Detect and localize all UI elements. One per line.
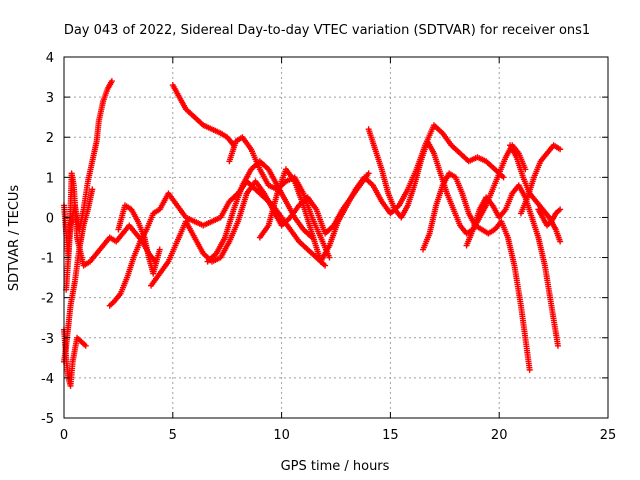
x-axis-label: GPS time / hours bbox=[281, 459, 390, 474]
data-series bbox=[420, 170, 533, 373]
y-axis-label: SDTVAR / TECUs bbox=[7, 185, 22, 292]
data-point bbox=[322, 262, 329, 269]
x-tick-label: 20 bbox=[491, 428, 508, 443]
x-tick-label: 25 bbox=[600, 428, 617, 443]
data-series bbox=[204, 158, 316, 265]
x-tick-label: 5 bbox=[169, 428, 177, 443]
data-series bbox=[517, 142, 564, 217]
data-series bbox=[169, 82, 237, 149]
y-tick-label: -1 bbox=[41, 252, 54, 267]
axes bbox=[63, 56, 609, 419]
x-tick-label: 10 bbox=[273, 428, 290, 443]
y-tick-label: -4 bbox=[41, 372, 54, 387]
y-tick-label: -5 bbox=[41, 412, 54, 427]
data-point bbox=[156, 246, 163, 253]
data-point bbox=[526, 366, 533, 373]
y-tick-label: 3 bbox=[46, 91, 54, 106]
data-point bbox=[108, 78, 115, 85]
y-tick-label: -3 bbox=[41, 332, 54, 347]
y-tick-label: 1 bbox=[46, 171, 54, 186]
y-tick-label: 2 bbox=[46, 131, 54, 146]
data-point bbox=[326, 254, 333, 261]
data-point bbox=[82, 342, 89, 349]
data-point bbox=[500, 174, 507, 181]
y-tick-label: -2 bbox=[41, 292, 54, 307]
x-tick-label: 0 bbox=[60, 428, 68, 443]
y-tick-label: 4 bbox=[46, 51, 54, 66]
chart-title: Day 043 of 2022, Sidereal Day-to-day VTE… bbox=[64, 23, 590, 38]
data-point bbox=[554, 342, 561, 349]
data-series bbox=[535, 206, 564, 229]
data-point bbox=[557, 206, 564, 213]
data-series bbox=[61, 186, 96, 365]
tick-labels: 0 5 10 15 20 25 -5 -4 -3 -2 -1 0 1 2 3 4 bbox=[41, 51, 616, 443]
data-point bbox=[557, 146, 564, 153]
data-point bbox=[557, 238, 564, 245]
y-tick-label: 0 bbox=[46, 211, 54, 226]
data-series bbox=[115, 202, 163, 277]
x-tick-label: 15 bbox=[382, 428, 399, 443]
plot-border bbox=[63, 56, 609, 419]
data-point bbox=[89, 186, 96, 193]
data-series bbox=[463, 182, 561, 349]
data-marks bbox=[61, 78, 564, 389]
grid bbox=[64, 57, 608, 418]
data-point bbox=[365, 170, 372, 177]
